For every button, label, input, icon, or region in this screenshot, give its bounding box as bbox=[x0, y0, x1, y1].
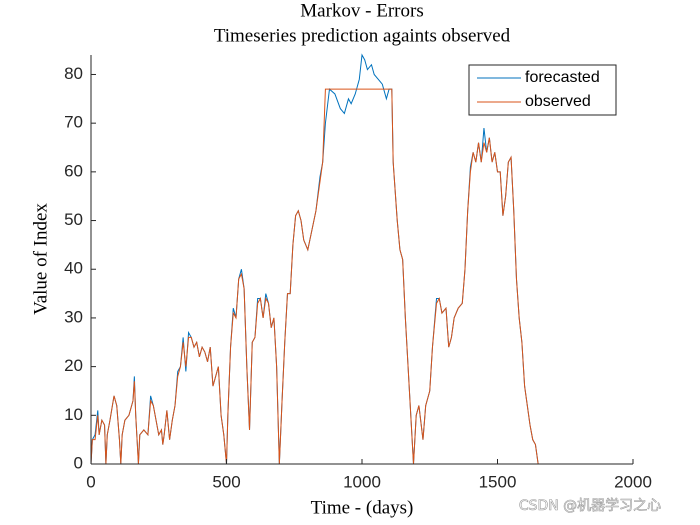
legend-label: forecasted bbox=[525, 69, 600, 86]
y-tick-label: 70 bbox=[64, 113, 83, 132]
x-tick-label: 1500 bbox=[479, 472, 517, 491]
x-tick-label: 500 bbox=[212, 472, 240, 491]
legend-box bbox=[468, 64, 617, 116]
chart-subtitle: Timeseries prediction againts observed bbox=[214, 25, 511, 46]
legend-label: observed bbox=[525, 93, 591, 110]
y-tick-label: 60 bbox=[64, 161, 83, 180]
series-line bbox=[90, 88, 539, 465]
y-tick-label: 80 bbox=[64, 64, 83, 83]
x-tick-label: 2000 bbox=[614, 472, 652, 491]
y-tick-label: 20 bbox=[64, 356, 83, 375]
y-tick-label: 30 bbox=[64, 307, 83, 326]
chart-title: Markov - Errors bbox=[300, 0, 423, 21]
y-tick-label: 50 bbox=[64, 210, 83, 229]
x-tick-label: 1000 bbox=[343, 472, 381, 491]
y-tick-label: 0 bbox=[74, 453, 83, 472]
x-axis-label: Time - (days) bbox=[311, 497, 414, 518]
x-tick-label: 0 bbox=[86, 472, 95, 491]
watermark: CSDN @机器学习之心 bbox=[519, 498, 661, 514]
y-tick-label: 10 bbox=[64, 405, 83, 424]
y-axis-label: Value of Index bbox=[30, 203, 51, 315]
y-tick-label: 40 bbox=[64, 259, 83, 278]
